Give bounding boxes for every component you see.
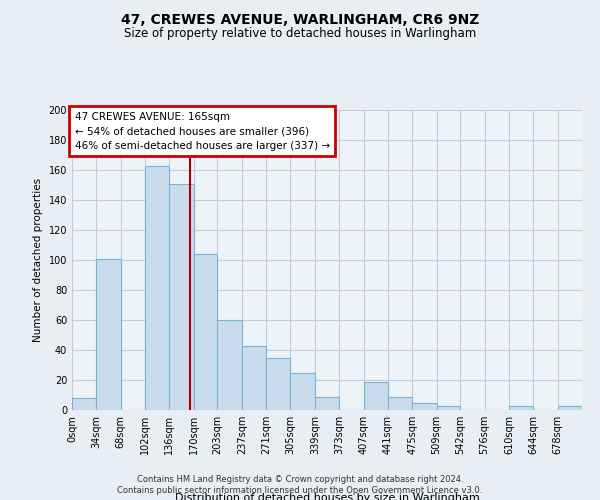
Bar (217, 320, 242, 410)
Bar (97, 258, 121, 410)
Text: Contains HM Land Registry data © Crown copyright and database right 2024.: Contains HM Land Registry data © Crown c… (137, 475, 463, 484)
Bar (412, 402, 437, 410)
Bar (437, 406, 460, 410)
Bar (557, 406, 582, 410)
X-axis label: Distribution of detached houses by size in Warlingham: Distribution of detached houses by size … (175, 493, 479, 500)
Bar (72, 398, 97, 410)
Bar (242, 346, 266, 410)
Text: 47 CREWES AVENUE: 165sqm
← 54% of detached houses are smaller (396)
46% of semi-: 47 CREWES AVENUE: 165sqm ← 54% of detach… (74, 112, 329, 151)
Y-axis label: Number of detached properties: Number of detached properties (33, 178, 43, 342)
Bar (290, 372, 315, 410)
Bar (509, 406, 533, 410)
Bar (266, 358, 290, 410)
Text: Contains public sector information licensed under the Open Government Licence v3: Contains public sector information licen… (118, 486, 482, 495)
Text: Size of property relative to detached houses in Warlingham: Size of property relative to detached ho… (124, 28, 476, 40)
Text: 47, CREWES AVENUE, WARLINGHAM, CR6 9NZ: 47, CREWES AVENUE, WARLINGHAM, CR6 9NZ (121, 12, 479, 26)
Bar (364, 382, 388, 410)
Bar (315, 396, 339, 410)
Bar (169, 184, 194, 410)
Bar (145, 166, 169, 410)
Bar (388, 396, 412, 410)
Bar (194, 254, 217, 410)
